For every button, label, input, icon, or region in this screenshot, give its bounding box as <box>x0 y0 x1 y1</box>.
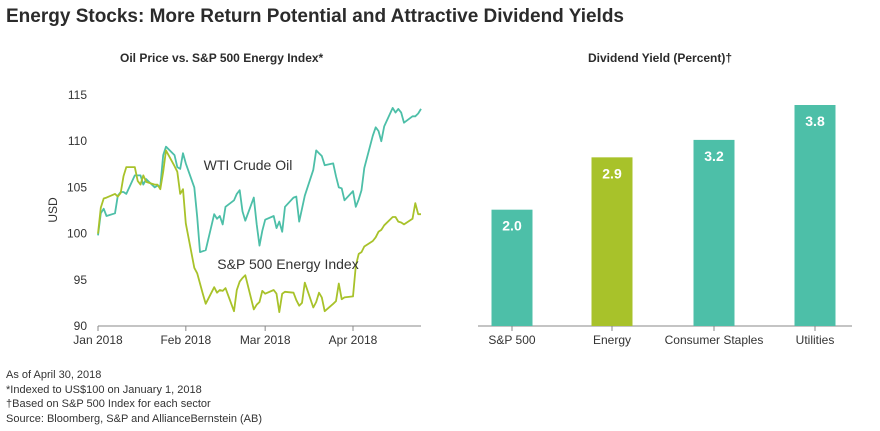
bar <box>491 209 533 326</box>
y-tick-label: 90 <box>74 319 88 333</box>
bar <box>591 157 633 326</box>
line-chart-title: Oil Price vs. S&P 500 Energy Index* <box>120 51 324 65</box>
y-axis-label: USD <box>46 197 60 223</box>
bar-chart-title: Dividend Yield (Percent)† <box>588 51 733 65</box>
y-tick-label: 105 <box>67 180 87 194</box>
bar-value-label: 2.0 <box>502 218 522 234</box>
footnotes: As of April 30, 2018 *Indexed to US$100 … <box>6 368 262 426</box>
bar <box>693 139 735 326</box>
bar-category-label: Consumer Staples <box>665 333 764 347</box>
footnote-basis: †Based on S&P 500 Index for each sector <box>6 398 211 410</box>
bar-value-label: 3.2 <box>704 148 724 164</box>
bar-category-label: Energy <box>593 333 631 347</box>
y-tick-label: 115 <box>68 88 87 102</box>
footnote-source: Source: Bloomberg, S&P and AllianceBerns… <box>6 412 262 425</box>
y-tick-label: 110 <box>68 134 87 148</box>
bar-value-label: 2.9 <box>602 165 622 181</box>
bar <box>794 105 836 326</box>
x-tick-label: Mar 2018 <box>240 333 291 347</box>
bar-value-label: 3.8 <box>805 113 825 129</box>
x-tick-label: Feb 2018 <box>160 333 211 347</box>
footnote-indexed: *Indexed to US$100 on January 1, 2018 <box>6 383 202 396</box>
series-label: WTI Crude Oil <box>204 157 293 173</box>
y-tick-label: 100 <box>67 227 87 241</box>
page-title: Energy Stocks: More Return Potential and… <box>6 6 624 27</box>
x-tick-label: Apr 2018 <box>329 333 378 347</box>
series-line-wti-crude-oil <box>97 107 422 253</box>
bar-category-label: Utilities <box>796 333 835 347</box>
y-tick-label: 95 <box>74 273 88 287</box>
bar-category-label: S&P 500 <box>488 333 535 347</box>
x-tick-label: Jan 2018 <box>73 333 123 347</box>
series-label: S&P 500 Energy Index <box>217 256 358 272</box>
series-line-sp500-energy-index <box>97 149 421 313</box>
footnote-date: As of April 30, 2018 <box>6 369 102 381</box>
